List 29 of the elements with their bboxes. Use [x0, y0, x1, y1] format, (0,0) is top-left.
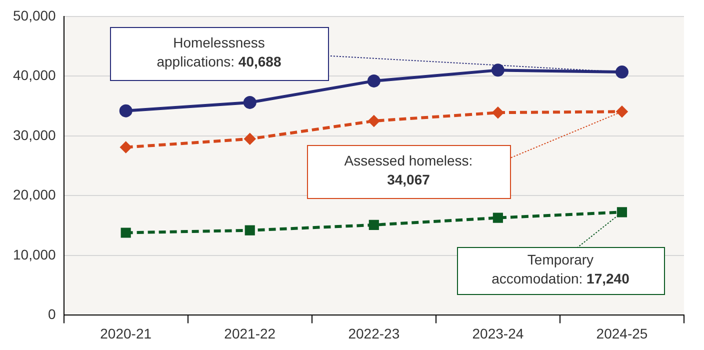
annotation: Assessed homeless: 34,067: [344, 152, 473, 188]
point: [491, 64, 504, 77]
point: [367, 74, 380, 88]
point: [120, 228, 131, 238]
point: [492, 107, 504, 118]
point: [492, 212, 503, 223]
y-tick-label: 0: [48, 306, 56, 322]
point: [615, 66, 628, 79]
x-tick-label: 2022-23: [348, 325, 400, 342]
x-tick-label: 2024-25: [596, 325, 648, 342]
point: [616, 207, 628, 218]
point: [120, 142, 132, 153]
point: [368, 220, 379, 230]
point: [119, 104, 132, 118]
point: [368, 115, 380, 126]
y-tick-label: 50,000: [12, 7, 56, 24]
point: [244, 225, 255, 236]
y-tick-label: 30,000: [12, 126, 56, 143]
x-tick-label: 2023-24: [472, 325, 524, 342]
annotation: Temporary accomodation: 17,240: [492, 252, 630, 287]
y-tick-label: 10,000: [12, 246, 56, 262]
point: [616, 106, 628, 118]
point: [244, 133, 256, 144]
y-tick-label: 20,000: [12, 186, 56, 203]
x-tick-label: 2020-21: [100, 325, 152, 342]
y-tick-label: 40,000: [12, 67, 56, 84]
point: [243, 96, 256, 109]
x-tick-label: 2021-22: [224, 325, 276, 342]
annotation: Homelessness applications: 40,688: [156, 34, 282, 70]
